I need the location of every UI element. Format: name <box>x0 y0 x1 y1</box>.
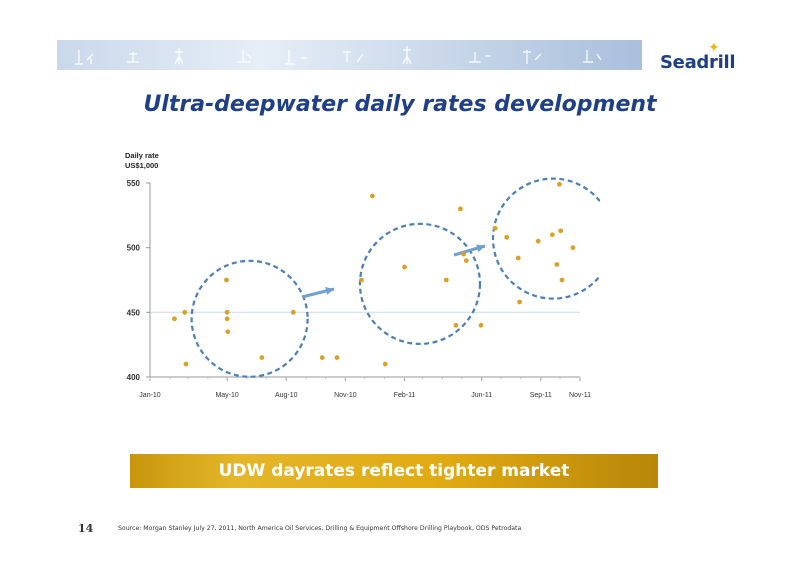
data-point <box>453 322 459 328</box>
data-point <box>290 309 296 315</box>
arrow-head <box>476 244 485 253</box>
x-tick-label: Nov-10 <box>334 392 357 399</box>
data-point <box>172 316 177 322</box>
udw-rates-chart: Daily rate US$1,000 400 450 500 550 Jan-10 Ma… <box>125 151 600 399</box>
arrow-head <box>325 287 334 295</box>
data-point <box>557 181 562 187</box>
trend-arrow-2 <box>453 244 486 257</box>
data-point <box>369 193 375 199</box>
data-point <box>402 264 407 270</box>
data-point <box>461 251 467 257</box>
y-tick-label: 500 <box>127 244 141 253</box>
data-point <box>443 277 449 283</box>
data-point <box>319 355 325 360</box>
data-point <box>182 309 188 315</box>
data-point <box>259 355 265 360</box>
data-point <box>224 309 230 315</box>
drilling-rig-pattern <box>75 46 602 65</box>
y-tick-label: 450 <box>127 308 141 317</box>
logo-text: Seadrill <box>660 52 736 73</box>
data-point <box>504 234 510 240</box>
data-point <box>224 316 230 322</box>
x-tick-label: Aug-10 <box>275 392 298 399</box>
y-axis-label-line-2: US$1,000 <box>125 161 158 170</box>
cluster-circle-early-2011 <box>358 222 482 345</box>
page-number: 14 <box>78 522 94 535</box>
cluster-circle-2010 <box>190 259 309 378</box>
source-note: Source: Morgan Stanley July 27, 2011, No… <box>118 525 522 532</box>
data-point <box>554 262 560 267</box>
data-point <box>224 277 229 283</box>
trend-arrow-1 <box>301 287 335 299</box>
cluster-circle-late-2011 <box>491 177 600 300</box>
data-point <box>183 361 189 367</box>
data-point <box>334 355 340 360</box>
y-tick-label: 400 <box>127 373 141 382</box>
data-point <box>478 322 484 328</box>
x-tick-label: Jun-11 <box>471 392 492 399</box>
data-point <box>549 232 555 238</box>
y-tick-label: 550 <box>127 179 141 188</box>
star-icon: ✦ <box>708 40 720 56</box>
x-tick-label: Nov-11 <box>569 392 591 399</box>
x-tick-label: Sep-11 <box>530 392 552 399</box>
data-point <box>558 228 564 234</box>
data-point <box>458 206 463 212</box>
data-point <box>559 277 565 283</box>
header-banner <box>57 40 642 70</box>
x-tick-label: May-10 <box>215 392 238 399</box>
seadrill-logo: Seadrill ✦ <box>660 40 740 74</box>
data-point <box>382 361 388 367</box>
data-point <box>517 299 522 305</box>
x-tick-label: Jan-10 <box>139 392 161 399</box>
data-point <box>535 238 541 244</box>
data-point <box>225 329 231 335</box>
data-point <box>492 225 498 231</box>
slide-title: Ultra-deepwater daily rates development <box>143 92 657 117</box>
key-message-banner: UDW dayrates reflect tighter market <box>130 454 658 488</box>
data-point <box>359 277 364 283</box>
data-point <box>463 258 469 263</box>
data-point <box>570 245 576 251</box>
x-tick-label: Feb-11 <box>394 392 416 399</box>
y-axis-label-line-1: Daily rate <box>125 151 159 160</box>
key-message-text: UDW dayrates reflect tighter market <box>218 461 570 481</box>
data-point <box>515 255 521 261</box>
